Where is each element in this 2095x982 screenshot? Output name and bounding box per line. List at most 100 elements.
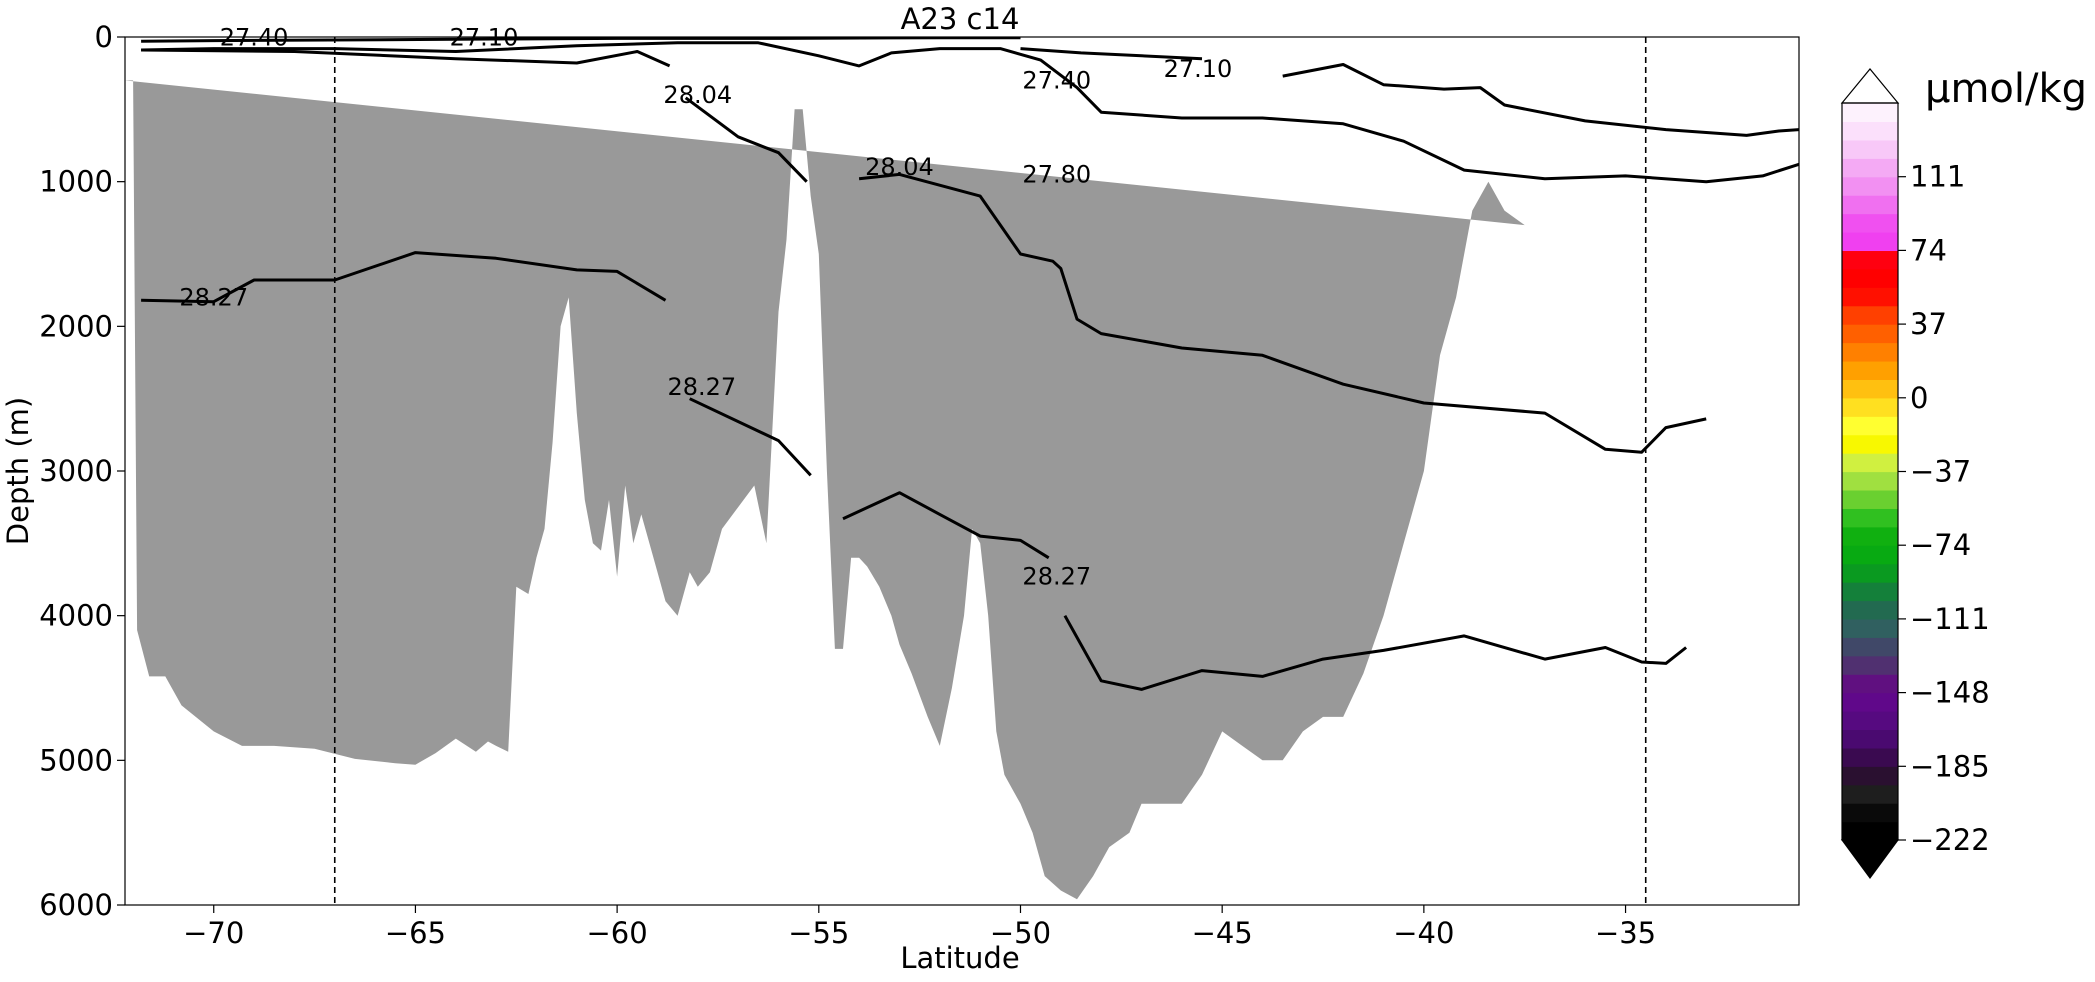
contour-label: 28.04 xyxy=(663,81,732,109)
contour-28-04-segment xyxy=(141,251,667,304)
y-tick-label: 4000 xyxy=(39,599,113,633)
colorbar-swatch xyxy=(1842,434,1898,454)
colorbar-swatch xyxy=(1842,766,1898,786)
reference-lines xyxy=(333,37,1647,905)
colorbar-swatch xyxy=(1842,324,1898,344)
colorbar-swatch xyxy=(1842,784,1898,804)
colorbar-swatch xyxy=(1842,508,1898,528)
colorbar-swatch xyxy=(1842,397,1898,417)
colorbar-tick-label: 37 xyxy=(1910,307,1947,341)
colorbar-swatch xyxy=(1842,305,1898,325)
colorbar-swatch xyxy=(1842,674,1898,694)
colorbar-swatch xyxy=(1842,213,1898,233)
colorbar-swatch xyxy=(1842,268,1898,288)
colorbar-extend-min xyxy=(1840,839,1900,880)
colorbar-swatch xyxy=(1842,342,1898,362)
colorbar-tick-label: 74 xyxy=(1910,233,1947,267)
colorbar-tick-label: −148 xyxy=(1910,676,1990,710)
contour-27-10-segment xyxy=(1020,47,1203,61)
colorbar-tick-label: −111 xyxy=(1910,602,1990,636)
colorbar-swatch xyxy=(1842,729,1898,749)
contour-27-80-segment xyxy=(141,48,671,68)
colorbar-swatch xyxy=(1842,250,1898,270)
colorbar-extend-max xyxy=(1840,68,1900,104)
y-tick-label: 2000 xyxy=(39,309,113,343)
x-tick-label: −40 xyxy=(1393,916,1454,950)
contour-label: 28.27 xyxy=(179,283,248,311)
colorbar-tick-label: −222 xyxy=(1910,823,1990,857)
colorbar-swatch xyxy=(1842,711,1898,731)
x-tick-label: −50 xyxy=(990,916,1051,950)
x-tick-label: −60 xyxy=(587,916,648,950)
x-tick-label: −55 xyxy=(788,916,849,950)
colorbar-tick-label: −185 xyxy=(1910,749,1990,783)
colorbar-swatch xyxy=(1842,195,1898,215)
bathymetry-area xyxy=(125,80,1525,900)
colorbar-swatch xyxy=(1842,563,1898,583)
chart-title: A23 c14 xyxy=(901,2,1020,36)
contour-28-04-segment xyxy=(689,397,812,477)
colorbar-swatch xyxy=(1842,287,1898,307)
colorbar-swatch xyxy=(1842,121,1898,141)
contour-27-80-segment xyxy=(684,96,808,183)
contour-label: 28.27 xyxy=(667,373,736,401)
colorbar-tick-label: −74 xyxy=(1910,528,1971,562)
colorbar-swatch xyxy=(1842,526,1898,546)
colorbar-swatch xyxy=(1842,360,1898,380)
contour-27-80-segment xyxy=(858,172,1707,454)
y-axis-label: Depth (m) xyxy=(1,397,35,545)
x-axis-label: Latitude xyxy=(900,941,1019,975)
y-tick-label: 6000 xyxy=(39,888,113,922)
colorbar-swatch xyxy=(1842,453,1898,473)
contour-label: 27.10 xyxy=(1164,55,1233,83)
x-tick-label: −70 xyxy=(183,916,244,950)
colorbar-swatch xyxy=(1842,600,1898,620)
colorbar-swatch xyxy=(1842,692,1898,712)
x-tick-label: −45 xyxy=(1192,916,1253,950)
contour-27-40-segment xyxy=(141,41,1799,184)
contour-27-10-segment xyxy=(1282,63,1799,137)
contour-28-04-segment xyxy=(1063,614,1688,691)
colorbar-swatch xyxy=(1842,582,1898,602)
colorbar-unit-label: µmol/kg xyxy=(1925,66,2087,112)
colorbar-tick-label: 111 xyxy=(1910,160,1965,194)
colorbar-swatch xyxy=(1842,618,1898,638)
x-tick-label: −65 xyxy=(385,916,446,950)
colorbar-swatch xyxy=(1842,655,1898,675)
contour-label: 28.27 xyxy=(1022,563,1091,591)
colorbar-tick-label: 0 xyxy=(1910,381,1928,415)
colorbar-swatch xyxy=(1842,471,1898,491)
contour-label: 27.40 xyxy=(220,24,289,52)
colorbar-swatch xyxy=(1842,489,1898,509)
colorbar-swatch xyxy=(1842,176,1898,196)
y-tick-label: 3000 xyxy=(39,454,113,488)
colorbar-swatch xyxy=(1842,379,1898,399)
colorbar-swatch xyxy=(1842,231,1898,252)
contour-label: 28.04 xyxy=(865,153,934,181)
plot-area xyxy=(125,37,1799,905)
x-tick-label: −35 xyxy=(1595,916,1656,950)
colorbar-swatch xyxy=(1842,103,1898,123)
colorbar-swatch xyxy=(1842,821,1898,841)
isopycnal-contours xyxy=(141,37,1799,691)
y-tick-label: 5000 xyxy=(39,743,113,777)
y-tick-label: 1000 xyxy=(39,165,113,199)
contour-label: 27.80 xyxy=(1022,160,1091,188)
y-axis-ticks: 0 1000 2000 3000 4000 5000 6000 xyxy=(39,20,125,922)
contour-label: 27.10 xyxy=(450,24,519,52)
colorbar-swatch xyxy=(1842,747,1898,767)
colorbar: −222 −185 −148 −111 −74 −37 0 37 74 111 xyxy=(1840,68,1990,880)
contour-label: 27.40 xyxy=(1022,66,1091,94)
colorbar-tick-label: −37 xyxy=(1910,455,1971,489)
colorbar-swatch xyxy=(1842,545,1898,565)
colorbar-swatch xyxy=(1842,416,1898,436)
contour-27-10-segment xyxy=(141,37,1021,43)
colorbar-swatch xyxy=(1842,139,1898,159)
x-axis-ticks: −70 −65 −60 −55 −50 −45 −40 −35 xyxy=(183,905,1656,950)
colorbar-swatch xyxy=(1842,803,1898,823)
y-tick-label: 0 xyxy=(95,20,113,54)
contour-labels: 27.40 27.10 28.04 27.40 27.10 28.04 27.80 28.27… xyxy=(179,24,1232,591)
colorbar-swatch xyxy=(1842,637,1898,657)
colorbar-swatch xyxy=(1842,158,1898,178)
